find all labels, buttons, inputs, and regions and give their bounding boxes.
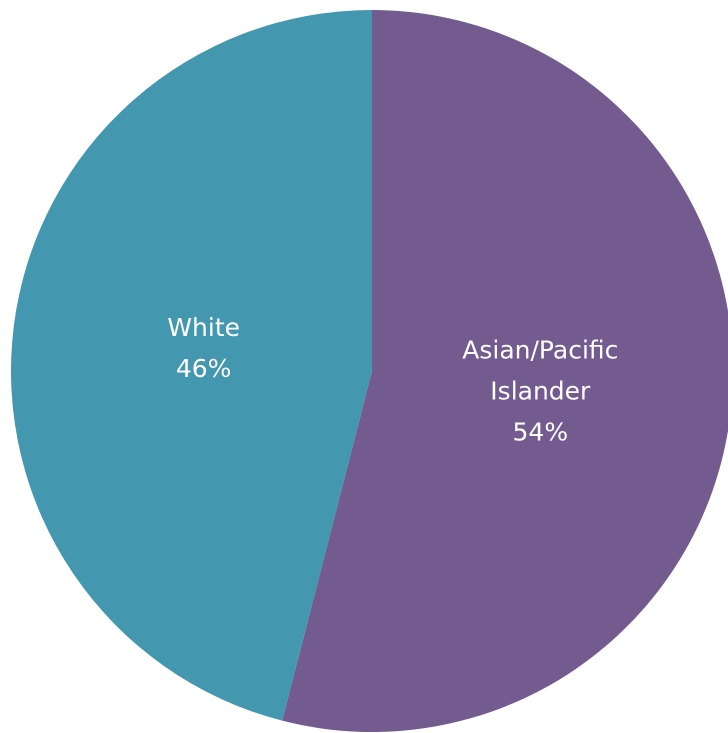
slice-value-label: 46% (176, 354, 232, 383)
slice-label: Asian/Pacific Islander (462, 335, 618, 405)
pie-slice (282, 10, 728, 732)
pie-slice (11, 10, 372, 721)
slice-label: White (167, 313, 240, 342)
slice-value-label: 54% (513, 417, 569, 446)
